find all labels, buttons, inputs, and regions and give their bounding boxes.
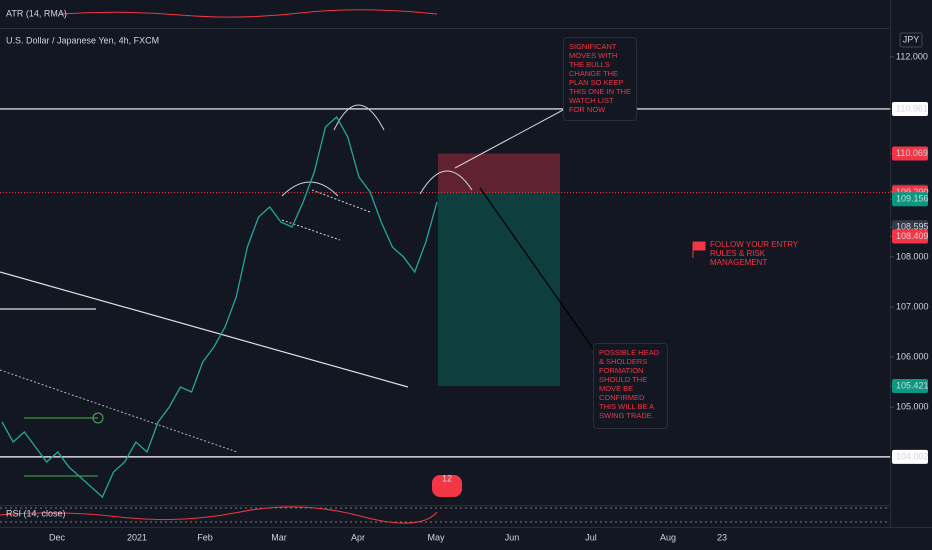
x-tick-label: 23 [717,532,727,542]
rsi-line [0,506,438,524]
note: POSSIBLE HEAD & SHOLDERS FORMATION SHOUL… [593,343,668,429]
y-tick-label: 109.156 [896,194,929,204]
price-label-bg [892,146,928,161]
price-label-bg [892,378,928,393]
y-tick-label: 109.290 [896,187,929,197]
x-tick-label: Dec [49,532,66,542]
price-label-bg [892,192,928,207]
rsi-label: RSI (14, close) [6,508,66,518]
currency: JPY [903,34,920,44]
x-tick-label: Jul [585,532,597,542]
y-tick-label: 107.000 [896,301,929,311]
y-tick-label: 110.961 [896,103,928,113]
symbol-title: U.S. Dollar / Japanese Yen, 4h, FXCM [6,35,159,45]
y-tick-label: 106.000 [896,351,929,361]
y-tick-label: 108.409 [896,231,929,241]
price-label-bg [892,101,928,116]
price-line [1,115,438,499]
y-tick-label: 110.069 [896,148,928,158]
stop-zone [438,153,560,193]
callout-line [454,109,564,169]
x-tick-label: Aug [660,532,676,542]
flag-icon [692,241,706,258]
badge-count: 12 [442,473,452,483]
channel-line [311,189,371,213]
note: SIGNIFICANT MOVES WITH THE BULLS CHANGE … [563,37,637,121]
x-tick-label: Apr [351,532,365,542]
x-tick-label: Jun [505,532,520,542]
atr-label: ATR (14, RMA) [6,8,67,18]
x-tick-label: Feb [197,532,213,542]
channel-line [281,219,341,241]
trend-line [0,271,409,388]
price-label-bg [892,449,928,464]
y-tick-label: 105.000 [896,401,929,411]
y-tick-label: 108.000 [896,251,929,261]
x-tick-label: 2021 [127,532,147,542]
y-tick-label: 104.002 [896,451,929,461]
badge[interactable] [432,475,462,497]
x-tick-label: Mar [271,532,287,542]
price-label-bg [892,229,928,244]
trend-line-dotted [0,369,238,453]
atr-line [59,9,438,18]
target-zone [438,192,560,386]
y-tick-label: 112.000 [896,51,928,61]
flag-text: FOLLOW YOUR ENTRY RULES & RISK MANAGEMEN… [710,240,799,267]
shoulder-arc [419,170,473,195]
marker [92,412,104,424]
x-tick-label: May [427,532,445,542]
y-tick-label: 105.421 [896,380,929,390]
atr-pane [0,0,890,28]
callout-line [479,187,595,351]
currency-box [899,32,923,48]
y-tick-label: 108.595 [896,222,929,232]
